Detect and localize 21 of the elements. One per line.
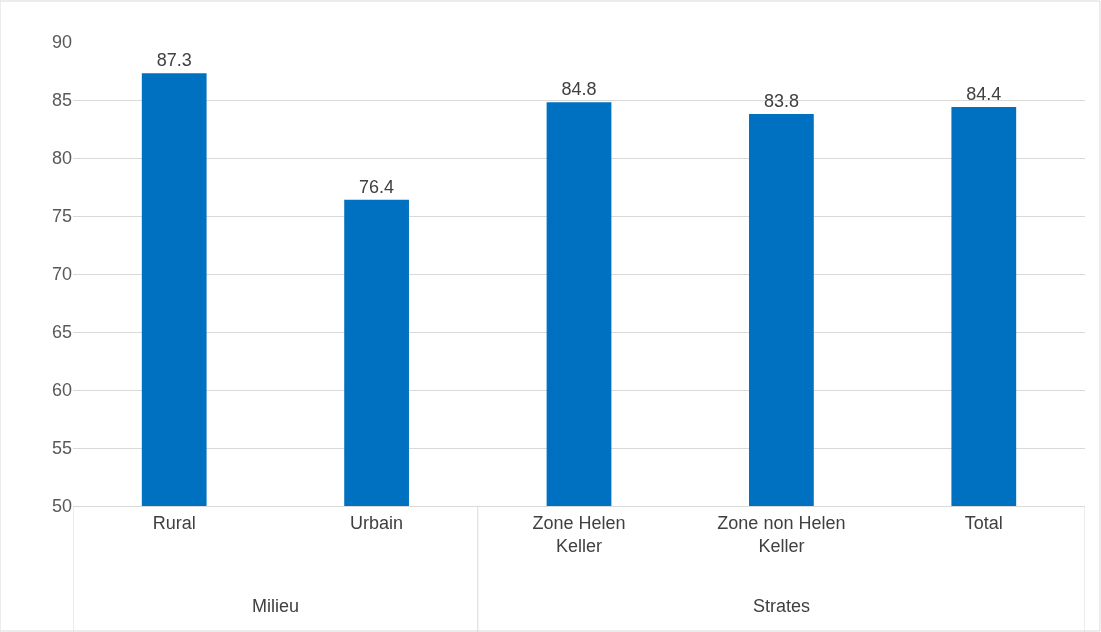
- x-tick-label: Zone non Helen Keller: [717, 512, 846, 556]
- y-tick-label: 85: [51, 90, 72, 111]
- x-tick-label: Urbain: [350, 512, 404, 533]
- y-tick-label: 80: [51, 148, 72, 169]
- text: Milieu: [252, 596, 300, 616]
- y-tick-label: 90: [51, 32, 72, 53]
- y-tick-label: 65: [51, 322, 72, 343]
- data-label: 76.4: [359, 176, 395, 197]
- data-label: 84.8: [561, 79, 597, 100]
- x-tick-label: Zone Helen Keller: [532, 512, 626, 556]
- data-label: 83.8: [763, 90, 799, 111]
- y-tick-label: 60: [51, 380, 72, 401]
- text: Strates: [753, 596, 811, 616]
- x-tick-label: Rural: [152, 512, 196, 533]
- y-tick-label: 55: [51, 438, 72, 459]
- x-tick-label: Total: [964, 512, 1003, 533]
- y-tick-label: 70: [51, 264, 72, 285]
- y-tick-label: 50: [51, 496, 72, 517]
- y-tick-label: 75: [51, 206, 72, 227]
- data-label: 84.4: [966, 83, 1002, 104]
- data-label: 87.3: [156, 50, 192, 71]
